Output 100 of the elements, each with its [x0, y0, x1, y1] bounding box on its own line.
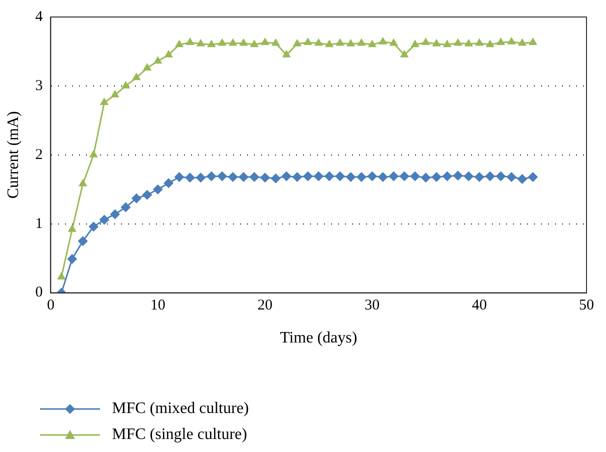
- point: [249, 172, 260, 182]
- point: [78, 236, 88, 246]
- point: [442, 171, 452, 182]
- point: [206, 171, 216, 182]
- point: [78, 178, 88, 186]
- point: [485, 171, 496, 182]
- x-axis-title: Time (days): [280, 330, 358, 347]
- point: [420, 172, 431, 183]
- point: [346, 172, 356, 182]
- point: [152, 184, 163, 194]
- point: [228, 38, 238, 46]
- point: [132, 72, 141, 80]
- point: [260, 172, 270, 183]
- point: [400, 50, 409, 58]
- point: [142, 190, 152, 200]
- x-tick-label: 20: [258, 298, 273, 314]
- y-tick-label: 2: [35, 146, 43, 163]
- point: [67, 254, 78, 264]
- point: [475, 38, 484, 46]
- point: [282, 50, 291, 58]
- point: [250, 40, 259, 48]
- point: [432, 38, 441, 46]
- point: [304, 38, 312, 46]
- point: [186, 38, 194, 46]
- point: [464, 38, 473, 46]
- legend-label: MFC (mixed culture): [112, 400, 249, 418]
- point: [292, 172, 302, 182]
- point: [110, 209, 120, 220]
- point: [314, 171, 324, 182]
- point: [271, 38, 280, 46]
- point: [154, 56, 162, 64]
- point: [228, 172, 238, 182]
- point: [368, 40, 377, 48]
- point: [346, 38, 356, 46]
- point: [218, 38, 226, 46]
- point: [506, 172, 516, 182]
- x-tick-label: 10: [150, 298, 166, 314]
- point: [378, 36, 388, 44]
- point: [88, 222, 99, 232]
- point: [357, 38, 366, 46]
- point: [410, 171, 420, 182]
- point: [336, 38, 344, 46]
- point: [270, 173, 281, 184]
- point: [528, 38, 538, 46]
- point: [324, 171, 334, 182]
- point: [421, 38, 430, 46]
- point: [442, 40, 452, 48]
- point: [486, 40, 494, 48]
- point: [496, 38, 506, 46]
- point: [314, 38, 323, 46]
- point: [238, 172, 249, 182]
- point: [292, 38, 302, 46]
- point: [174, 40, 184, 48]
- point: [142, 63, 152, 71]
- point: [410, 40, 420, 48]
- y-tick-label: 0: [35, 284, 43, 301]
- point: [452, 170, 463, 181]
- point: [120, 202, 131, 212]
- point: [260, 38, 270, 46]
- point: [281, 171, 292, 182]
- point: [174, 172, 184, 182]
- point: [207, 40, 216, 48]
- point: [518, 38, 527, 46]
- point: [367, 171, 378, 182]
- point: [196, 172, 206, 183]
- x-tick-label: 40: [472, 298, 487, 314]
- legend-label: MFC (single culture): [112, 426, 248, 444]
- point: [388, 171, 399, 182]
- point: [164, 50, 173, 58]
- y-tick-label: 4: [35, 8, 44, 25]
- point: [517, 174, 528, 184]
- point: [131, 193, 142, 204]
- y-axis-title: Current (mA): [4, 111, 22, 199]
- x-tick-label: 30: [364, 298, 380, 314]
- point: [110, 90, 120, 98]
- point: [164, 178, 174, 188]
- point: [454, 38, 462, 46]
- point: [507, 36, 516, 44]
- point: [431, 172, 442, 182]
- x-tick-label: 50: [579, 298, 594, 314]
- point: [217, 171, 228, 182]
- point: [121, 80, 130, 88]
- point: [335, 171, 346, 182]
- point: [356, 172, 366, 182]
- y-tick-label: 3: [35, 78, 43, 94]
- point: [399, 171, 410, 182]
- point: [528, 172, 538, 182]
- y-tick-label: 1: [35, 216, 43, 232]
- point: [324, 40, 334, 48]
- point: [100, 98, 109, 105]
- point: [302, 171, 313, 182]
- point: [389, 38, 398, 46]
- point: [474, 172, 484, 182]
- point: [196, 38, 206, 46]
- x-tick-label: 0: [46, 298, 54, 314]
- point: [496, 171, 506, 182]
- point: [99, 214, 110, 225]
- point: [464, 171, 474, 182]
- point: [185, 172, 196, 183]
- point: [239, 38, 248, 46]
